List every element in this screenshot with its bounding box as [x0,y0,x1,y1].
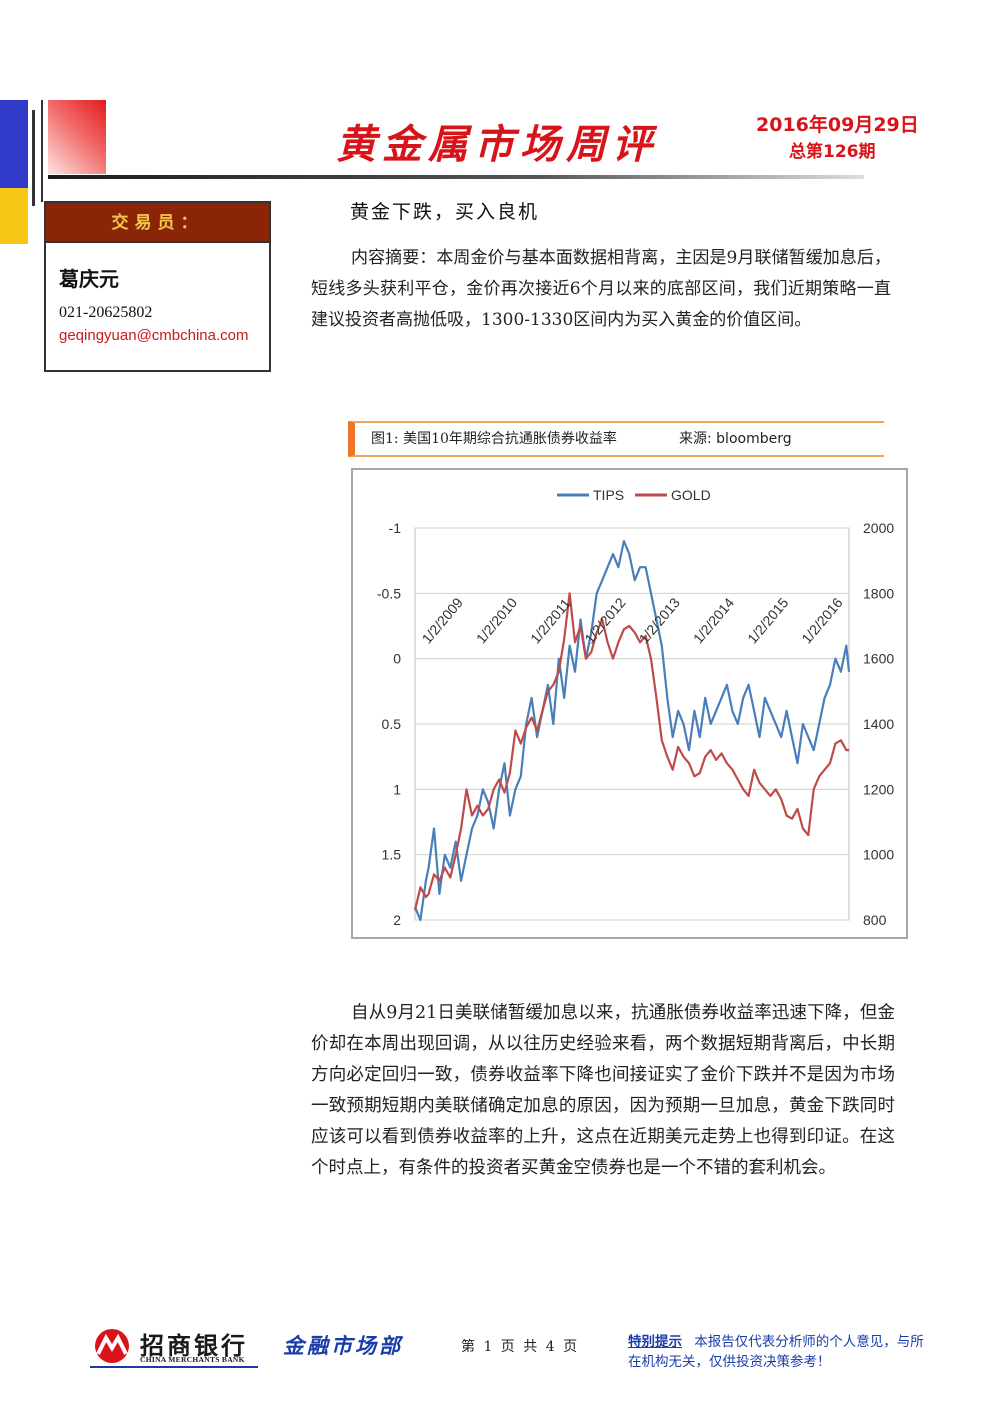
y-left-tick-label: 1 [393,781,401,797]
report-title: 黄金属市场周评 [336,122,658,168]
trader-label: 交易员： [46,203,269,243]
y-left-tick-label: 0 [393,651,401,667]
bank-name-en: CHINA MERCHANTS BANK [140,1355,245,1364]
article-subtitle: 黄金下跌，买入良机 [350,201,540,223]
header-divider [48,175,864,179]
y-right-tick-label: 800 [863,912,887,928]
y-right-tick-label: 1800 [863,585,894,601]
chart-container: -1 2000 -0.5 1800 0 1600 0.5 1400 1 1200 1.5 1000 2 8… [351,468,908,939]
department-name: 金融市场部 [283,1334,403,1358]
bank-logo: 招商银行 CHINA MERCHANTS BANK [90,1326,260,1368]
y-right-tick-label: 1600 [863,651,894,667]
figure-caption-bar: 图1: 美国10年期综合抗通胀债券收益率 来源: bloomberg [348,421,884,457]
article-abstract: 内容摘要：本周金价与基本面数据相背离，主因是9月联储暂缓加息后，短线多头获利平仓… [311,248,891,330]
header-decoration-red-block [48,100,106,174]
disclaimer-label: 特别提示 [628,1334,682,1350]
series-line-tips [413,539,851,922]
x-tick-label: 1/2/2009 [419,594,466,646]
header-decoration-yellow-block [0,188,28,244]
figure-caption: 图1: 美国10年期综合抗通胀债券收益率 [371,431,617,447]
y-right-tick-label: 1400 [863,716,894,732]
report-issue: 总第126期 [789,142,876,162]
x-tick-label: 1/2/2016 [798,594,845,646]
header-decoration-line [32,110,35,206]
legend-label-gold: GOLD [671,487,711,503]
y-left-tick-label: 0.5 [382,716,402,732]
y-right-tick-label: 2000 [863,520,894,536]
article-body: 自从9月21日美联储暂缓加息以来，抗通胀债券收益率迅速下降，但金价却在本周出现回… [311,1003,895,1178]
y-left-tick-label: 1.5 [382,847,402,863]
y-right-tick-label: 1200 [863,781,894,797]
bank-logo-icon [95,1329,129,1363]
report-date: 2016年09月29日 [756,114,919,136]
tips-gold-line-chart: -1 2000 -0.5 1800 0 1600 0.5 1400 1 1200 1.5 1000 2 8… [377,487,894,928]
bank-name: 招商银行 [140,1332,248,1360]
header-decoration-blue-block [0,100,28,188]
series-line-gold [413,592,849,911]
y-left-tick-label: -0.5 [377,585,401,601]
y-left-tick-label: -1 [389,520,402,536]
figure-source: 来源: bloomberg [679,431,792,447]
x-tick-label: 1/2/2015 [744,594,791,646]
x-tick-label: 1/2/2012 [581,594,628,646]
disclaimer-text: 本报告仅代表分析师的个人意见，与所在机构无关，仅供投资决策参考！ [628,1334,924,1370]
trader-name: 葛庆元 [59,267,119,291]
x-tick-label: 1/2/2014 [690,594,737,646]
trader-info-box: 交易员： 葛庆元 021-20625802 geqingyuan@cmbchin… [44,201,271,372]
legend-label-tips: TIPS [593,487,624,503]
page-info: 第 1 页 共 4 页 [461,1339,580,1355]
logo-underline [90,1366,258,1368]
y-right-tick-label: 1000 [863,847,894,863]
disclaimer: 特别提示 本报告仅代表分析师的个人意见，与所在机构无关，仅供投资决策参考！ [628,1332,928,1372]
x-tick-label: 1/2/2010 [473,594,520,646]
header-decoration-line [41,100,43,202]
trader-phone: 021-20625802 [59,304,153,321]
y-left-tick-label: 2 [393,912,401,928]
trader-email-link[interactable]: geqingyuan@cmbchina.com [59,327,249,344]
